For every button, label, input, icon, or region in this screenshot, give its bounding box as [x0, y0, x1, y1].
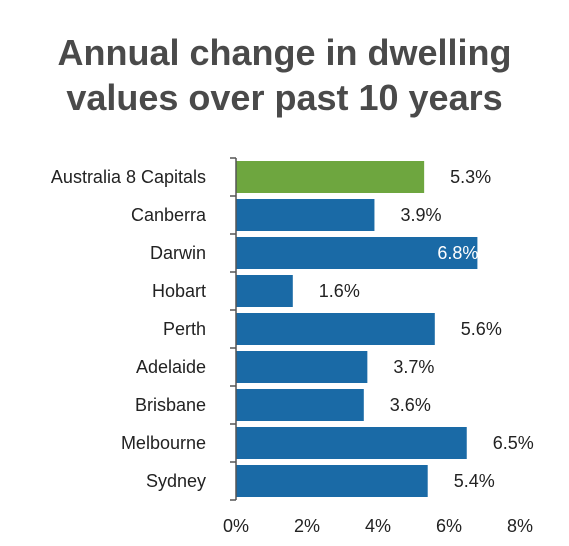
- x-tick-label: 8%: [507, 516, 533, 536]
- category-label: Darwin: [150, 243, 206, 263]
- category-label: Canberra: [131, 205, 207, 225]
- bar: [236, 161, 425, 193]
- chart-title: Annual change in dwelling values over pa…: [0, 30, 569, 120]
- value-label: 3.6%: [390, 395, 431, 415]
- value-label: 1.6%: [319, 281, 360, 301]
- category-label: Australia 8 Capitals: [51, 167, 206, 187]
- bar: [236, 237, 478, 269]
- x-tick-label: 2%: [294, 516, 320, 536]
- bar: [236, 313, 435, 345]
- category-label: Brisbane: [135, 395, 206, 415]
- x-tick-label: 6%: [436, 516, 462, 536]
- category-label: Perth: [163, 319, 206, 339]
- value-label: 3.9%: [400, 205, 441, 225]
- value-label: 6.8%: [437, 243, 478, 263]
- category-label: Sydney: [146, 471, 206, 491]
- chart-title-line-1: Annual change in dwelling: [57, 32, 512, 73]
- x-tick-label: 4%: [365, 516, 391, 536]
- x-tick-label: 0%: [223, 516, 249, 536]
- category-label: Hobart: [152, 281, 206, 301]
- bar: [236, 351, 368, 383]
- bar: [236, 427, 467, 459]
- bar: [236, 465, 428, 497]
- bar: [236, 199, 375, 231]
- value-label: 5.3%: [450, 167, 491, 187]
- value-label: 3.7%: [393, 357, 434, 377]
- bar: [236, 275, 293, 307]
- chart-title-line-2: values over past 10 years: [66, 77, 503, 118]
- value-label: 6.5%: [493, 433, 534, 453]
- bar: [236, 389, 364, 421]
- value-label: 5.4%: [454, 471, 495, 491]
- category-label: Melbourne: [121, 433, 206, 453]
- category-label: Adelaide: [136, 357, 206, 377]
- value-label: 5.6%: [461, 319, 502, 339]
